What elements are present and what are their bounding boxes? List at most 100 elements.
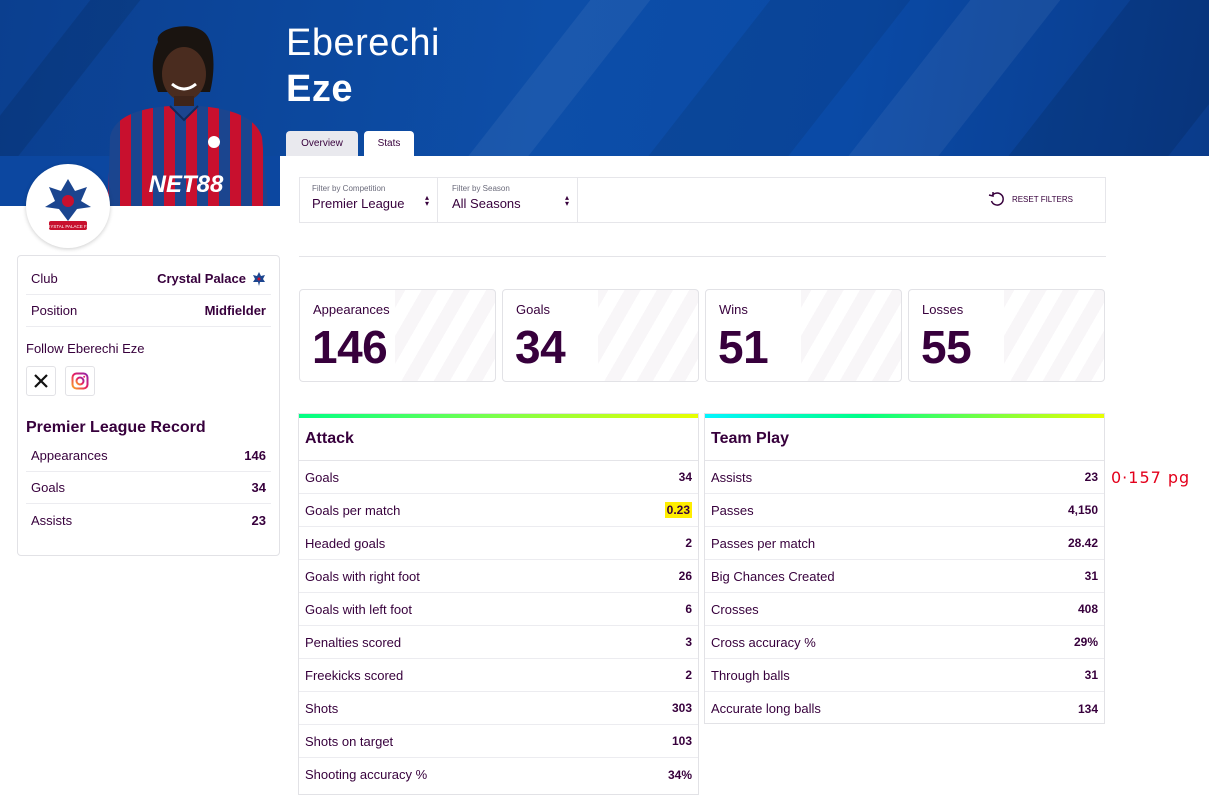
stat-card-losses: Losses 55: [908, 289, 1105, 382]
record-value: 23: [251, 512, 266, 528]
row-label: Headed goals: [305, 535, 386, 551]
badge-text: CRYSTAL PALACE F.C.: [44, 224, 92, 229]
row-value: 34: [678, 470, 692, 484]
row-label: Passes: [711, 502, 754, 518]
row-value: 4,150: [1067, 503, 1098, 517]
table-row: Assists 23: [705, 461, 1104, 494]
player-photo: NET88: [108, 26, 268, 206]
stat-card-value: 55: [921, 321, 972, 373]
row-label: Penalties scored: [305, 634, 402, 650]
row-label: Goals per match: [305, 502, 401, 518]
stat-card-goals: Goals 34: [502, 289, 699, 382]
filter-bar: Filter by Competition Premier League ▴ ▾ …: [299, 177, 1106, 223]
attack-table-title: Attack: [299, 418, 698, 461]
row-value: 31: [1084, 668, 1098, 682]
reset-filters-label: RESET FILTERS: [1011, 194, 1073, 204]
row-label: Shots on target: [305, 733, 394, 749]
row-value: 303: [671, 701, 692, 715]
row-value: 34%: [667, 767, 692, 782]
table-accent-bar: [299, 414, 698, 418]
row-label: Assists: [711, 469, 753, 485]
record-row: Goals 34: [26, 472, 271, 504]
table-row: Goals with left foot 6: [299, 593, 698, 626]
table-row: Goals per match 0.23: [299, 494, 698, 527]
player-last-name: Eze: [286, 68, 353, 110]
row-value: 103: [671, 734, 692, 748]
instagram-social-button[interactable]: [65, 366, 95, 396]
table-row: Headed goals 2: [299, 527, 698, 560]
stat-card-label: Goals: [516, 302, 550, 317]
stat-card-label: Appearances: [313, 302, 390, 317]
record-row: Appearances 146: [26, 440, 271, 472]
row-label: Cross accuracy %: [711, 634, 816, 650]
row-value: 3: [685, 635, 692, 649]
club-row: Club Crystal Palace: [26, 263, 271, 295]
record-label: Goals: [31, 480, 65, 495]
season-filter-value: All Seasons: [452, 196, 521, 211]
record-value: 146: [244, 448, 266, 463]
record-label: Assists: [31, 512, 73, 528]
row-value: 28.42: [1067, 536, 1098, 550]
follow-label: Follow Eberechi Eze: [26, 341, 145, 356]
club-value-link[interactable]: Crystal Palace: [157, 271, 266, 287]
row-value: 29%: [1073, 635, 1098, 649]
table-row: Passes per match 28.42: [705, 527, 1104, 560]
table-row: Shooting accuracy % 34%: [299, 758, 698, 791]
table-row: Shots on target 103: [299, 725, 698, 758]
stat-card-value: 51: [718, 321, 769, 373]
select-arrows-icon: ▴ ▾: [564, 193, 569, 208]
row-label: Crosses: [711, 601, 759, 617]
row-value: 31: [1084, 569, 1098, 583]
competition-filter[interactable]: Filter by Competition Premier League ▴ ▾: [300, 178, 438, 222]
row-value: 408: [1077, 602, 1098, 616]
player-info-panel: Club Crystal Palace Position Midfielder …: [17, 255, 280, 556]
table-row: Accurate long balls 134: [705, 692, 1104, 725]
table-row: Penalties scored 3: [299, 626, 698, 659]
table-row: Cross accuracy % 29%: [705, 626, 1104, 659]
svg-text:NET88: NET88: [149, 171, 224, 198]
row-label: Shots: [305, 700, 339, 716]
team-play-table-title: Team Play: [705, 418, 1104, 461]
row-value: 26: [678, 569, 692, 583]
row-value: 134: [1077, 701, 1098, 716]
competition-filter-value: Premier League: [312, 196, 405, 211]
table-accent-bar: [705, 414, 1104, 418]
reset-icon: [988, 192, 1004, 206]
club-crest-icon: [253, 271, 265, 286]
x-social-button[interactable]: [26, 366, 56, 396]
tab-stats[interactable]: Stats: [364, 131, 414, 156]
team-play-stats-table: Team Play Assists 23 Passes 4,150 Passes p…: [704, 413, 1105, 724]
stat-card-label: Losses: [922, 302, 964, 317]
row-label: Accurate long balls: [711, 701, 821, 716]
row-label: Freekicks scored: [305, 667, 404, 683]
stat-card-value: 34: [515, 321, 566, 373]
row-value: 2: [685, 536, 692, 550]
position-value: Midfielder: [204, 303, 266, 318]
stat-card-appearances: Appearances 146: [299, 289, 496, 382]
row-value: 2: [685, 668, 692, 682]
table-row: Passes 4,150: [705, 494, 1104, 527]
position-row: Position Midfielder: [26, 295, 271, 327]
player-first-name: Eberechi: [286, 22, 440, 64]
divider: [299, 256, 1106, 257]
handwritten-annotation: 0·157 pg: [1111, 468, 1191, 487]
season-filter[interactable]: Filter by Season All Seasons ▴ ▾: [440, 178, 578, 222]
row-value-highlighted: 0.23: [664, 502, 692, 518]
tab-overview[interactable]: Overview: [286, 131, 358, 156]
select-arrows-icon: ▴ ▾: [424, 193, 429, 208]
record-value: 34: [251, 480, 266, 495]
row-label: Goals with left foot: [305, 601, 412, 617]
table-row: Goals with right foot 26: [299, 560, 698, 593]
reset-filters-button[interactable]: RESET FILTERS: [988, 190, 1073, 208]
record-title: Premier League Record: [26, 419, 206, 436]
row-label: Passes per match: [711, 535, 816, 551]
club-label: Club: [31, 271, 58, 286]
row-label: Through balls: [711, 667, 790, 683]
competition-filter-label: Filter by Competition: [312, 184, 386, 193]
crystal-palace-crest-icon: CRYSTAL PALACE F.C.: [44, 179, 92, 230]
row-label: Shooting accuracy %: [305, 767, 428, 782]
table-row: Goals 34: [299, 461, 698, 494]
table-row: Big Chances Created 31: [705, 560, 1104, 593]
attack-stats-table: Attack Goals 34 Goals per match 0.23 Heade…: [298, 413, 699, 795]
table-row: Freekicks scored 2: [299, 659, 698, 692]
